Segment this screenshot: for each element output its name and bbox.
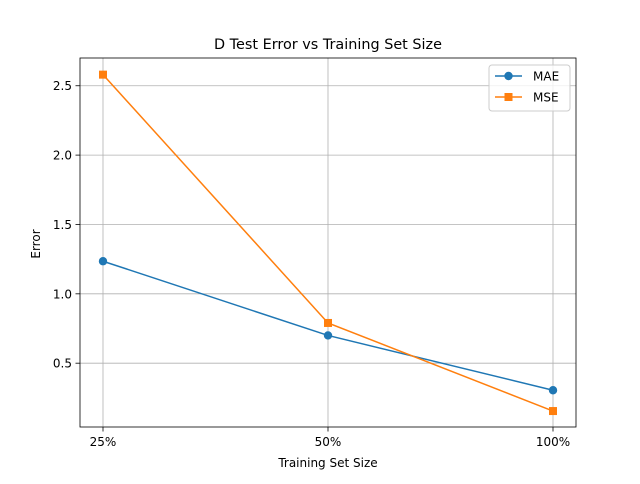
data-point-mse [324,318,332,327]
legend-marker-mse [504,93,513,101]
axes-layer: 25% 50% 100% 0.5 1.0 1.5 2.0 2.5 [53,57,577,449]
grid-layer [80,58,576,427]
data-point-mse [99,70,107,79]
data-point-mae [323,331,333,340]
y-tick-label: 1.5 [53,218,72,232]
y-tick-label: 1.0 [53,287,72,301]
data-point-mse [549,407,557,416]
y-axis-label: Error [29,229,43,258]
x-axis-label: Training Set Size [277,456,377,470]
x-tick-label: 25% [90,435,117,449]
y-tick-label: 2.5 [53,79,72,93]
x-tick-label: 50% [315,435,342,449]
legend-marker-mae [504,71,513,81]
data-point-mae [548,386,558,395]
x-tick-label: 100% [536,435,570,449]
plot-frame [79,57,577,428]
legend-label-mse: MSE [533,91,559,105]
y-tick-label: 2.0 [53,149,72,163]
data-point-mae [98,257,108,266]
legend-label-mae: MAE [533,70,559,84]
legend: MAE MSE [488,64,571,112]
series-layer [98,70,558,416]
y-tick-label: 0.5 [53,357,72,371]
chart-title: D Test Error vs Training Set Size [214,37,442,53]
